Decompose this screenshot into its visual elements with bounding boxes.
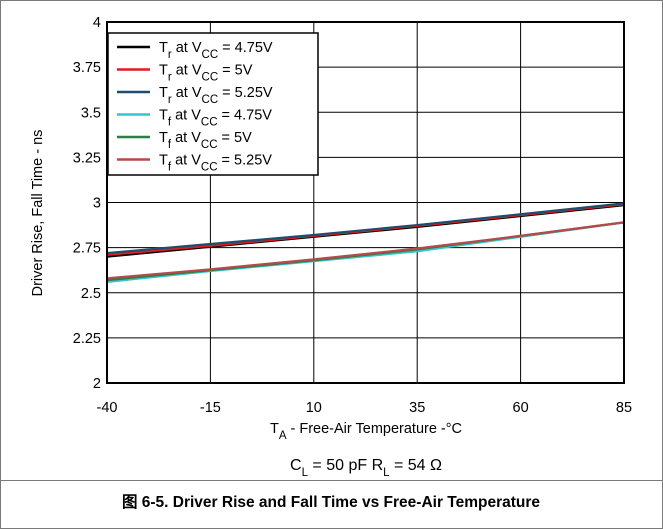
legend-label-part: = 5V xyxy=(218,130,253,146)
y-tick-label: 3.75 xyxy=(73,60,101,76)
plot-area-border xyxy=(106,21,625,384)
legend-label-part: T xyxy=(159,108,168,124)
x-axis-label: TA - Free-Air Temperature -°C xyxy=(270,421,462,442)
x-tick-label: 85 xyxy=(616,400,632,416)
x-axis-label-rest: - Free-Air Temperature -°C xyxy=(286,421,462,437)
legend-label-sub: f xyxy=(168,162,172,174)
y-tick-label: 2.5 xyxy=(81,286,101,302)
legend-label-sub: CC xyxy=(202,72,219,84)
legend-label-part: T xyxy=(159,85,168,101)
condition-cl-value: = 50 pF xyxy=(308,457,372,474)
legend-label-sub: CC xyxy=(201,139,218,151)
legend-label-sub: f xyxy=(168,139,172,151)
legend-label: Tr at VCC = 5V xyxy=(159,63,253,84)
y-tick-label: 3 xyxy=(93,196,101,212)
y-tick-label: 2.25 xyxy=(73,331,101,347)
condition-cl-main: C xyxy=(290,457,302,474)
legend-label-part: = 5V xyxy=(218,63,253,79)
legend-label: Tf at VCC = 5V xyxy=(159,130,252,151)
x-axis-label-main: T xyxy=(270,421,279,437)
legend-label-sub: f xyxy=(168,117,172,129)
legend-label-part: = 4.75V xyxy=(218,108,273,124)
legend-label-part: at V xyxy=(171,108,201,124)
x-tick-label: -40 xyxy=(97,400,118,416)
legend-label-sub: CC xyxy=(202,94,219,106)
legend-label-part: at V xyxy=(171,130,201,146)
series-line xyxy=(106,202,625,255)
legend-label-sub: CC xyxy=(201,162,218,174)
x-axis-label-sub: A xyxy=(279,430,287,442)
condition-rl-value: = 54 Ω xyxy=(390,457,442,474)
condition-rl-sub: L xyxy=(383,467,390,479)
x-tick-labels: -40 -15 10 35 60 85 xyxy=(97,400,633,416)
y-tick-label: 2 xyxy=(93,376,101,392)
legend-label: Tr at VCC = 5.25V xyxy=(159,85,273,106)
y-tick-labels: 2 2.25 2.5 2.75 3 3.25 3.5 3.75 4 xyxy=(73,15,101,392)
x-tick-label: 35 xyxy=(409,400,425,416)
legend-label-part: at V xyxy=(172,63,202,79)
y-tick-label: 3.25 xyxy=(73,150,101,166)
legend-label-part: = 5.25V xyxy=(218,153,273,169)
legend-label-sub: CC xyxy=(202,49,219,61)
legend-label-part: T xyxy=(159,153,168,169)
y-tick-label: 4 xyxy=(93,15,101,31)
caption-divider xyxy=(0,480,663,481)
test-conditions: CL = 50 pF RL = 54 Ω xyxy=(290,457,442,479)
y-axis-label: Driver Rise, Fall Time - ns xyxy=(30,130,46,297)
legend-label-sub: r xyxy=(168,94,172,106)
legend-label-part: T xyxy=(159,130,168,146)
figure-caption: 图 6-5. Driver Rise and Fall Time vs Free… xyxy=(122,493,540,511)
legend-label-part: T xyxy=(159,63,168,79)
series-layer xyxy=(106,202,625,284)
condition-cl-sub: L xyxy=(302,467,309,479)
condition-rl-main: R xyxy=(372,457,384,474)
legend-label-part: T xyxy=(159,40,168,56)
y-tick-label: 2.75 xyxy=(73,241,101,257)
legend-box xyxy=(107,32,319,176)
legend-label-part: = 4.75V xyxy=(218,40,273,56)
x-tick-label: 10 xyxy=(306,400,322,416)
x-tick-label: 60 xyxy=(513,400,529,416)
legend-label-part: = 5.25V xyxy=(218,85,273,101)
legend-label-part: at V xyxy=(172,40,202,56)
legend-label-part: at V xyxy=(171,153,201,169)
legend-label-part: at V xyxy=(172,85,202,101)
legend-label: Tf at VCC = 4.75V xyxy=(159,108,272,129)
legend-label-sub: r xyxy=(168,72,172,84)
legend-label: Tf at VCC = 5.25V xyxy=(159,153,272,174)
x-tick-label: -15 xyxy=(200,400,221,416)
legend-label-sub: r xyxy=(168,49,172,61)
y-tick-label: 3.5 xyxy=(81,105,101,121)
legend-label-sub: CC xyxy=(201,117,218,129)
legend-label: Tr at VCC = 4.75V xyxy=(159,40,273,61)
series-line xyxy=(106,221,625,280)
